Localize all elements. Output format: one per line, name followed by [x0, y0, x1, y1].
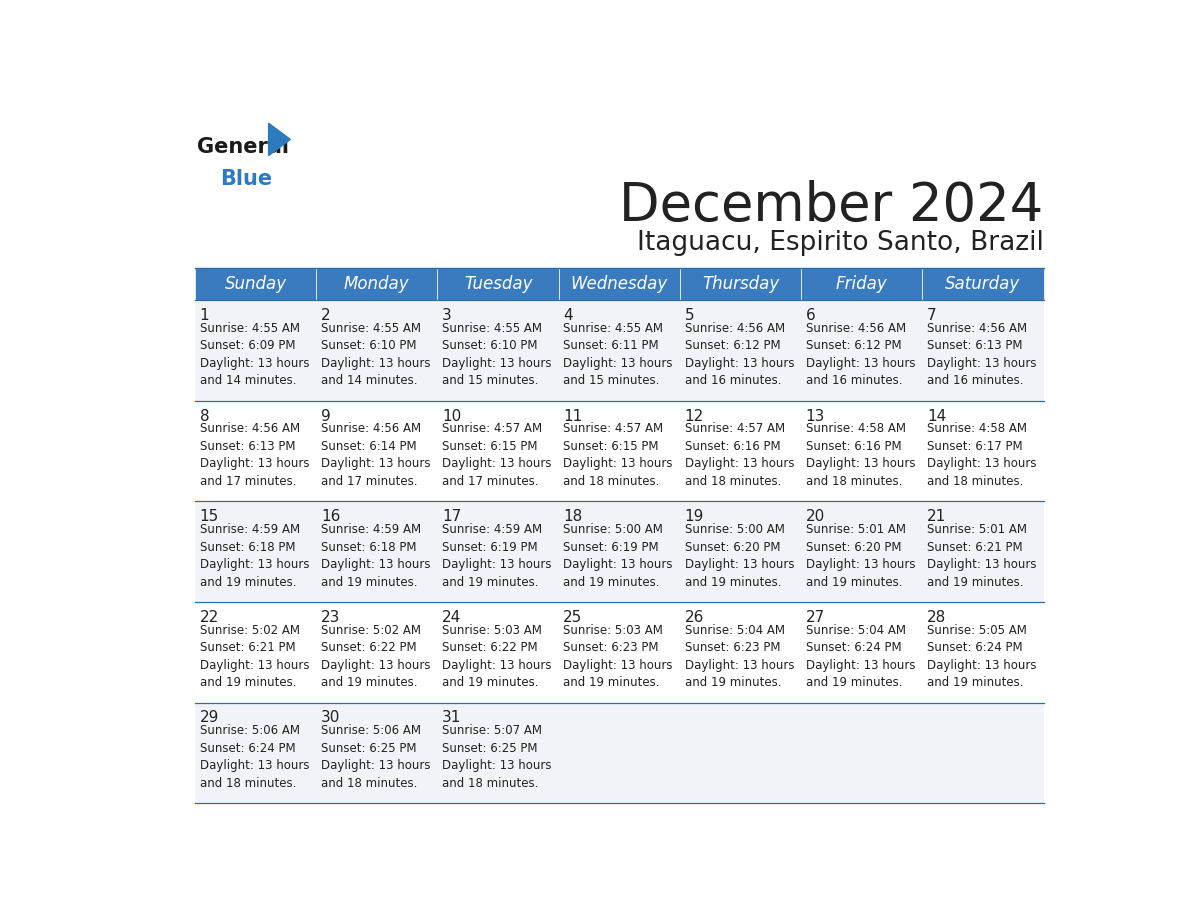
Text: Blue: Blue — [220, 169, 272, 189]
Bar — [195, 602, 1043, 702]
Text: 9: 9 — [321, 409, 330, 423]
Text: Sunrise: 4:55 AM
Sunset: 6:10 PM
Daylight: 13 hours
and 14 minutes.: Sunrise: 4:55 AM Sunset: 6:10 PM Dayligh… — [321, 322, 430, 387]
Text: Friday: Friday — [836, 275, 887, 293]
Text: 3: 3 — [442, 308, 451, 323]
Bar — [195, 501, 1043, 602]
Text: Itaguacu, Espirito Santo, Brazil: Itaguacu, Espirito Santo, Brazil — [637, 230, 1043, 255]
Text: Sunrise: 4:56 AM
Sunset: 6:13 PM
Daylight: 13 hours
and 17 minutes.: Sunrise: 4:56 AM Sunset: 6:13 PM Dayligh… — [200, 422, 309, 488]
Text: 13: 13 — [805, 409, 826, 423]
Text: Sunrise: 4:56 AM
Sunset: 6:13 PM
Daylight: 13 hours
and 16 minutes.: Sunrise: 4:56 AM Sunset: 6:13 PM Dayligh… — [927, 322, 1037, 387]
Text: Sunrise: 5:04 AM
Sunset: 6:24 PM
Daylight: 13 hours
and 19 minutes.: Sunrise: 5:04 AM Sunset: 6:24 PM Dayligh… — [805, 623, 915, 689]
Text: 19: 19 — [684, 509, 704, 524]
Text: 4: 4 — [563, 308, 573, 323]
Text: Sunrise: 4:56 AM
Sunset: 6:14 PM
Daylight: 13 hours
and 17 minutes.: Sunrise: 4:56 AM Sunset: 6:14 PM Dayligh… — [321, 422, 430, 488]
Text: Sunrise: 4:57 AM
Sunset: 6:15 PM
Daylight: 13 hours
and 18 minutes.: Sunrise: 4:57 AM Sunset: 6:15 PM Dayligh… — [563, 422, 672, 488]
Text: 28: 28 — [927, 610, 947, 625]
Bar — [195, 300, 1043, 401]
Text: 1: 1 — [200, 308, 209, 323]
Text: 14: 14 — [927, 409, 947, 423]
Text: 10: 10 — [442, 409, 461, 423]
Text: Sunrise: 5:00 AM
Sunset: 6:20 PM
Daylight: 13 hours
and 19 minutes.: Sunrise: 5:00 AM Sunset: 6:20 PM Dayligh… — [684, 523, 794, 588]
Text: 12: 12 — [684, 409, 703, 423]
Text: Sunrise: 5:01 AM
Sunset: 6:20 PM
Daylight: 13 hours
and 19 minutes.: Sunrise: 5:01 AM Sunset: 6:20 PM Dayligh… — [805, 523, 915, 588]
Bar — [558, 268, 680, 300]
Text: Sunrise: 4:59 AM
Sunset: 6:19 PM
Daylight: 13 hours
and 19 minutes.: Sunrise: 4:59 AM Sunset: 6:19 PM Dayligh… — [442, 523, 551, 588]
Text: 25: 25 — [563, 610, 582, 625]
Text: Sunrise: 4:55 AM
Sunset: 6:11 PM
Daylight: 13 hours
and 15 minutes.: Sunrise: 4:55 AM Sunset: 6:11 PM Dayligh… — [563, 322, 672, 387]
Text: Sunrise: 4:57 AM
Sunset: 6:16 PM
Daylight: 13 hours
and 18 minutes.: Sunrise: 4:57 AM Sunset: 6:16 PM Dayligh… — [684, 422, 794, 488]
Text: Sunrise: 5:04 AM
Sunset: 6:23 PM
Daylight: 13 hours
and 19 minutes.: Sunrise: 5:04 AM Sunset: 6:23 PM Dayligh… — [684, 623, 794, 689]
Text: 21: 21 — [927, 509, 947, 524]
Text: 15: 15 — [200, 509, 219, 524]
Text: 24: 24 — [442, 610, 461, 625]
Text: Thursday: Thursday — [702, 275, 779, 293]
Text: Sunrise: 4:58 AM
Sunset: 6:17 PM
Daylight: 13 hours
and 18 minutes.: Sunrise: 4:58 AM Sunset: 6:17 PM Dayligh… — [927, 422, 1037, 488]
Text: Sunrise: 5:01 AM
Sunset: 6:21 PM
Daylight: 13 hours
and 19 minutes.: Sunrise: 5:01 AM Sunset: 6:21 PM Dayligh… — [927, 523, 1037, 588]
Text: Sunrise: 4:55 AM
Sunset: 6:10 PM
Daylight: 13 hours
and 15 minutes.: Sunrise: 4:55 AM Sunset: 6:10 PM Dayligh… — [442, 322, 551, 387]
Text: Sunday: Sunday — [225, 275, 286, 293]
Bar — [195, 401, 1043, 501]
Text: Wednesday: Wednesday — [570, 275, 668, 293]
Bar — [195, 268, 316, 300]
Bar — [195, 702, 1043, 803]
Text: 7: 7 — [927, 308, 936, 323]
Text: 20: 20 — [805, 509, 824, 524]
Text: 18: 18 — [563, 509, 582, 524]
Bar — [437, 268, 558, 300]
Text: December 2024: December 2024 — [619, 179, 1043, 231]
Text: 22: 22 — [200, 610, 219, 625]
Text: 11: 11 — [563, 409, 582, 423]
Text: Sunrise: 5:07 AM
Sunset: 6:25 PM
Daylight: 13 hours
and 18 minutes.: Sunrise: 5:07 AM Sunset: 6:25 PM Dayligh… — [442, 724, 551, 789]
Text: Sunrise: 5:06 AM
Sunset: 6:25 PM
Daylight: 13 hours
and 18 minutes.: Sunrise: 5:06 AM Sunset: 6:25 PM Dayligh… — [321, 724, 430, 789]
Text: 17: 17 — [442, 509, 461, 524]
Text: 5: 5 — [684, 308, 694, 323]
Text: Sunrise: 5:03 AM
Sunset: 6:23 PM
Daylight: 13 hours
and 19 minutes.: Sunrise: 5:03 AM Sunset: 6:23 PM Dayligh… — [563, 623, 672, 689]
Text: Saturday: Saturday — [946, 275, 1020, 293]
Text: Sunrise: 5:00 AM
Sunset: 6:19 PM
Daylight: 13 hours
and 19 minutes.: Sunrise: 5:00 AM Sunset: 6:19 PM Dayligh… — [563, 523, 672, 588]
Text: Sunrise: 4:59 AM
Sunset: 6:18 PM
Daylight: 13 hours
and 19 minutes.: Sunrise: 4:59 AM Sunset: 6:18 PM Dayligh… — [321, 523, 430, 588]
Text: 26: 26 — [684, 610, 704, 625]
Text: Monday: Monday — [345, 275, 410, 293]
Bar — [922, 268, 1043, 300]
Text: Sunrise: 4:59 AM
Sunset: 6:18 PM
Daylight: 13 hours
and 19 minutes.: Sunrise: 4:59 AM Sunset: 6:18 PM Dayligh… — [200, 523, 309, 588]
Text: 2: 2 — [321, 308, 330, 323]
Text: 31: 31 — [442, 711, 461, 725]
Text: Sunrise: 4:57 AM
Sunset: 6:15 PM
Daylight: 13 hours
and 17 minutes.: Sunrise: 4:57 AM Sunset: 6:15 PM Dayligh… — [442, 422, 551, 488]
Bar — [680, 268, 801, 300]
Text: General: General — [196, 137, 289, 156]
Text: Sunrise: 4:56 AM
Sunset: 6:12 PM
Daylight: 13 hours
and 16 minutes.: Sunrise: 4:56 AM Sunset: 6:12 PM Dayligh… — [684, 322, 794, 387]
Text: 8: 8 — [200, 409, 209, 423]
Text: 23: 23 — [321, 610, 340, 625]
Text: Sunrise: 4:56 AM
Sunset: 6:12 PM
Daylight: 13 hours
and 16 minutes.: Sunrise: 4:56 AM Sunset: 6:12 PM Dayligh… — [805, 322, 915, 387]
Text: Sunrise: 5:02 AM
Sunset: 6:22 PM
Daylight: 13 hours
and 19 minutes.: Sunrise: 5:02 AM Sunset: 6:22 PM Dayligh… — [321, 623, 430, 689]
Text: Sunrise: 5:06 AM
Sunset: 6:24 PM
Daylight: 13 hours
and 18 minutes.: Sunrise: 5:06 AM Sunset: 6:24 PM Dayligh… — [200, 724, 309, 789]
Text: Sunrise: 4:58 AM
Sunset: 6:16 PM
Daylight: 13 hours
and 18 minutes.: Sunrise: 4:58 AM Sunset: 6:16 PM Dayligh… — [805, 422, 915, 488]
Bar — [316, 268, 437, 300]
Text: 29: 29 — [200, 711, 219, 725]
Text: 30: 30 — [321, 711, 340, 725]
Bar — [801, 268, 922, 300]
Text: Tuesday: Tuesday — [463, 275, 532, 293]
Text: 6: 6 — [805, 308, 815, 323]
Polygon shape — [268, 123, 290, 155]
Text: 16: 16 — [321, 509, 340, 524]
Text: Sunrise: 5:02 AM
Sunset: 6:21 PM
Daylight: 13 hours
and 19 minutes.: Sunrise: 5:02 AM Sunset: 6:21 PM Dayligh… — [200, 623, 309, 689]
Text: Sunrise: 5:05 AM
Sunset: 6:24 PM
Daylight: 13 hours
and 19 minutes.: Sunrise: 5:05 AM Sunset: 6:24 PM Dayligh… — [927, 623, 1037, 689]
Text: Sunrise: 5:03 AM
Sunset: 6:22 PM
Daylight: 13 hours
and 19 minutes.: Sunrise: 5:03 AM Sunset: 6:22 PM Dayligh… — [442, 623, 551, 689]
Text: 27: 27 — [805, 610, 824, 625]
Text: Sunrise: 4:55 AM
Sunset: 6:09 PM
Daylight: 13 hours
and 14 minutes.: Sunrise: 4:55 AM Sunset: 6:09 PM Dayligh… — [200, 322, 309, 387]
